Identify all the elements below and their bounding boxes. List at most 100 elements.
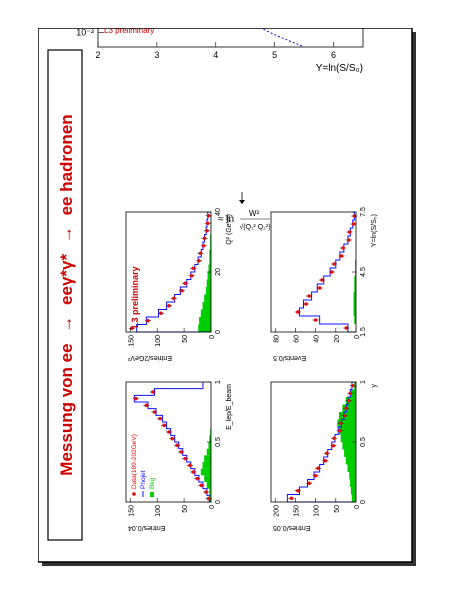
y-tick-label: 0 <box>354 335 361 339</box>
x-tick-label: 7.5 <box>360 207 367 217</box>
data-point <box>329 270 334 274</box>
y-tick-label: 0 <box>209 335 216 339</box>
data-point <box>348 391 353 396</box>
legend-bkg-label: Bkg <box>149 477 156 489</box>
data-point <box>289 496 294 501</box>
x-tick-label: 0 <box>215 500 222 504</box>
bkg-bar <box>208 264 211 272</box>
bkg-bar <box>207 272 212 280</box>
data-point <box>183 456 187 461</box>
bkg-bar <box>200 468 212 476</box>
chart-plot: 23456110⁻¹10⁻²Y=ln(S/S₀)dσee/dY (pb)L3 p… <box>76 28 364 74</box>
x-axis-label: Y=ln(S/S₀) <box>371 214 378 247</box>
data-point <box>197 258 201 263</box>
bkg-bar <box>354 316 356 324</box>
y-tick-label: 60 <box>293 335 300 343</box>
data-point <box>342 413 347 418</box>
y-tick-label: 50 <box>182 335 189 343</box>
data-point <box>206 213 211 218</box>
bkg-bar <box>350 487 356 495</box>
data-point <box>204 490 208 494</box>
data-point <box>332 262 336 266</box>
data-point <box>317 286 322 290</box>
data-point <box>304 302 308 306</box>
formula-numerator: W² <box>249 209 260 218</box>
y-axis-label: Entries/0.04 <box>128 524 165 531</box>
data-point <box>313 318 318 322</box>
data-point <box>199 483 204 488</box>
bkg-bar <box>202 461 211 469</box>
data-point <box>316 466 320 471</box>
data-point <box>350 383 355 388</box>
data-point <box>151 390 155 394</box>
cross-section-chart: 23456110⁻¹10⁻²Y=ln(S/S₀)dσee/dY (pb)L3 p… <box>76 28 364 231</box>
y-tick-label: 50 <box>334 505 341 513</box>
bkg-bar <box>337 419 356 427</box>
x-tick-label: 0 <box>215 330 222 334</box>
y-axis-label: Events/0.5 <box>273 354 306 361</box>
bkg-bar <box>209 249 212 257</box>
data-point <box>296 488 300 493</box>
x-axis-label: E_lep/E_beam <box>226 384 233 430</box>
x-tick-label: 20 <box>215 268 222 276</box>
bkg-bar <box>339 427 356 435</box>
data-point <box>338 428 342 433</box>
legend-bkg-swatch <box>150 492 154 497</box>
data-point <box>189 273 194 278</box>
y-tick-label: 100 <box>155 505 162 517</box>
panel-p4: 0 20 40 60 80 1.5 4.5 7.5 Y=ln(S/S₀) Events/0.5 <box>270 207 378 361</box>
y-axis-label: Entries/2GeV² <box>127 354 172 361</box>
x-tick-label: 0.5 <box>215 437 222 447</box>
bkg-bar <box>209 488 212 496</box>
bkg-bar <box>202 302 211 310</box>
phojet-histogram <box>136 212 211 333</box>
title-arrow-2: → <box>57 226 76 243</box>
bkg-bar <box>354 276 356 284</box>
slide-frame: Messung von ee → eeγ*γ* → ee hadronen 0 5… <box>38 28 418 568</box>
x-axis-label: Y=ln(S/S₀) <box>316 63 363 74</box>
chart-title: L3 preliminary <box>104 28 154 35</box>
y-tick-label: 0 <box>209 505 216 509</box>
panel-tag: L3 preliminary <box>130 266 140 328</box>
data-point <box>179 450 183 454</box>
x-tick-label: 6 <box>331 50 336 60</box>
data-point <box>332 436 336 441</box>
bkg-bar <box>354 284 356 292</box>
bkg-bar <box>347 464 356 472</box>
page-title: Messung von ee → eeγ*γ* → ee hadronen <box>57 114 76 475</box>
bkg-bar <box>340 434 357 442</box>
bkg-bar <box>208 441 211 449</box>
y-tick-label: 50 <box>182 505 189 513</box>
title-box <box>47 49 83 541</box>
data-point <box>180 288 184 293</box>
data-point <box>183 281 187 286</box>
y-tick-label: 200 <box>273 505 280 517</box>
bkg-bar <box>206 481 211 489</box>
bkg-bar <box>204 475 211 482</box>
data-point <box>347 230 352 234</box>
data-point <box>344 406 349 411</box>
data-point <box>191 266 196 271</box>
x-tick-label: 1.5 <box>360 327 367 337</box>
bkg-bar <box>345 457 356 465</box>
data-point <box>320 278 324 282</box>
formula-denominator: √(Q₁² Q₂²) <box>239 223 270 231</box>
bkg-bar <box>200 309 212 317</box>
data-point <box>167 430 171 434</box>
x-tick-label: 0 <box>360 500 367 504</box>
x-tick-label: 1 <box>215 380 222 384</box>
y-tick-label: 150 <box>128 335 135 347</box>
phojet-histogram <box>298 212 356 333</box>
data-point <box>307 481 311 486</box>
data-point <box>313 473 318 478</box>
y-tick-label: 80 <box>273 335 280 343</box>
panel-p3: 0 50 100 150 200 0 0.5 1y Entries/0.05 <box>270 380 378 531</box>
bkg-bar <box>199 317 212 325</box>
data-point <box>152 410 157 414</box>
title-process: eeγ*γ* <box>57 254 76 305</box>
data-point <box>198 251 203 256</box>
data-point <box>338 421 343 426</box>
bkg-bar <box>206 448 211 456</box>
data-point <box>201 243 206 248</box>
y-axis-label: Entries/0.05 <box>273 524 310 531</box>
